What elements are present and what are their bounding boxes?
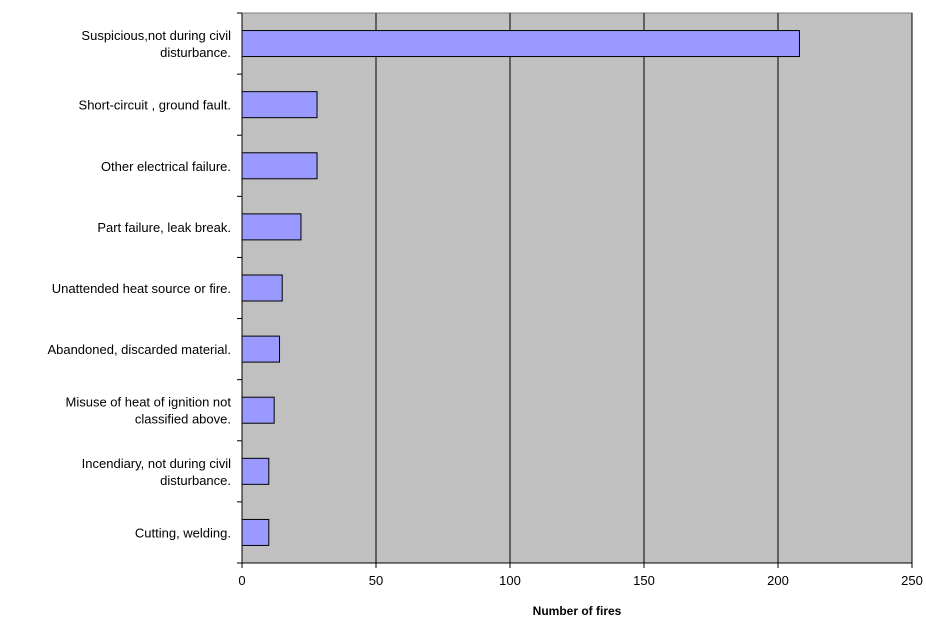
bar <box>241 274 283 302</box>
category-label-line: Cutting, welding. <box>135 525 231 540</box>
x-axis-ticks: 0 50 100 150 200 250 <box>238 563 923 588</box>
x-axis-title: Number of fires <box>533 604 622 618</box>
category-label-line: Unattended heat source or fire. <box>52 281 231 296</box>
bar <box>241 213 302 241</box>
category-label: Other electrical failure. <box>101 159 231 174</box>
category-label-line: Misuse of heat of ignition not <box>66 395 232 410</box>
x-tick-label: 250 <box>901 573 923 588</box>
category-labels: Suspicious,not during civil disturbance.S… <box>47 12 242 564</box>
bar <box>241 457 270 485</box>
bar <box>241 335 281 363</box>
category-label-line: Incendiary, not during civil <box>82 456 231 471</box>
category-label-line: disturbance. <box>160 473 231 488</box>
x-tick-label: 100 <box>499 573 521 588</box>
category-label-line: Short-circuit , ground fault. <box>79 98 231 113</box>
bar <box>241 30 800 58</box>
category-label: Cutting, welding. <box>135 525 231 540</box>
bar <box>241 91 318 119</box>
x-tick-label: 0 <box>238 573 245 588</box>
category-label: Unattended heat source or fire. <box>52 281 231 296</box>
x-tick-label: 150 <box>633 573 655 588</box>
category-label-line: disturbance. <box>160 45 231 60</box>
category-label-line: Part failure, leak break. <box>97 220 231 235</box>
category-label-line: Abandoned, discarded material. <box>47 342 231 357</box>
category-label: Part failure, leak break. <box>97 220 231 235</box>
category-label: Suspicious,not during civil disturbance. <box>81 28 231 60</box>
category-label: Abandoned, discarded material. <box>47 342 231 357</box>
bar <box>241 152 318 180</box>
plot-area <box>241 12 913 564</box>
gridlines <box>375 13 913 563</box>
category-label: Misuse of heat of ignition not classified… <box>66 395 232 427</box>
bar <box>241 396 275 424</box>
x-tick-label: 200 <box>767 573 789 588</box>
category-label-line: Suspicious,not during civil <box>81 28 231 43</box>
x-tick-label: 50 <box>369 573 383 588</box>
category-label: Short-circuit , ground fault. <box>79 98 231 113</box>
category-label-line: Other electrical failure. <box>101 159 231 174</box>
category-label: Incendiary, not during civil disturbance. <box>82 456 231 488</box>
bar <box>241 518 270 546</box>
category-label-line: classified above. <box>135 412 231 427</box>
